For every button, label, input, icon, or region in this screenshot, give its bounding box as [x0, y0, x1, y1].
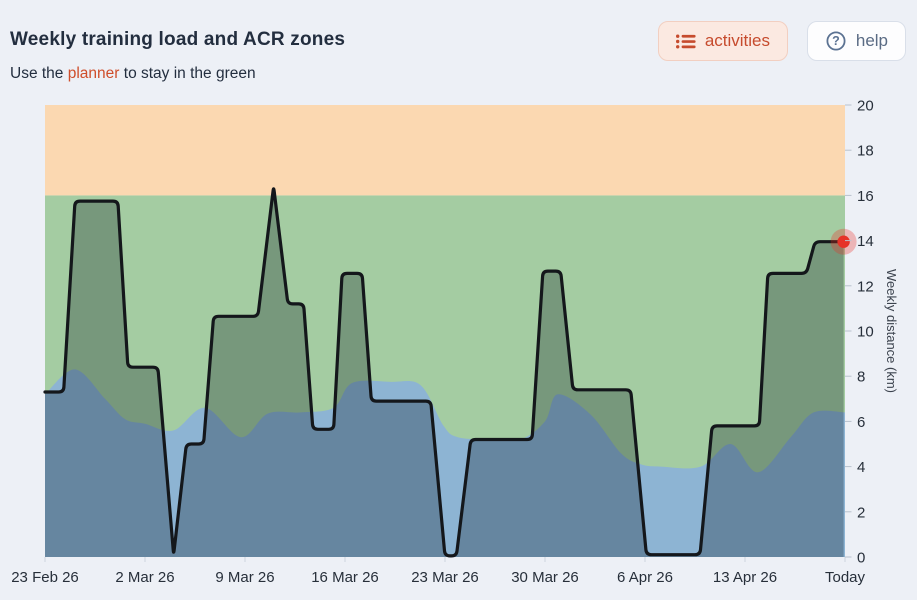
x-tick-label: 30 Mar 26	[511, 569, 579, 586]
zone-above-optimal	[45, 105, 845, 196]
y-tick-label: 12	[857, 278, 874, 295]
x-tick-label: 16 Mar 26	[311, 569, 379, 586]
help-button[interactable]: ? help	[806, 21, 906, 61]
subtitle-text-suffix: to stay in the green	[119, 65, 256, 82]
y-tick-label: 18	[857, 143, 874, 160]
x-tick-label: 23 Feb 26	[11, 569, 79, 586]
today-marker-dot	[837, 235, 850, 248]
y-tick-label: 0	[857, 550, 865, 567]
weekly-distance-line	[43, 187, 846, 558]
x-tick-label: 2 Mar 26	[115, 569, 174, 586]
x-tick-label: 13 Apr 26	[713, 569, 777, 586]
y-tick-label: 6	[857, 414, 865, 431]
y-tick-label: 14	[857, 233, 874, 250]
zone-below-optimal-area	[45, 369, 845, 557]
help-button-label: help	[855, 31, 888, 50]
y-tick-label: 16	[857, 188, 874, 205]
x-tick-label: Today	[825, 569, 866, 586]
y-tick-label: 8	[857, 369, 865, 386]
weekly-distance-under-fill	[45, 188, 844, 557]
list-icon	[675, 34, 696, 49]
activities-button[interactable]: activities	[657, 21, 788, 61]
y-tick-label: 2	[857, 504, 865, 521]
question-circle-icon: ?	[825, 30, 847, 52]
planner-link[interactable]: planner	[67, 65, 120, 82]
activities-button-label: activities	[704, 31, 770, 50]
svg-text:?: ?	[832, 34, 840, 48]
y-tick-label: 4	[857, 459, 865, 476]
page-title: Weekly training load and ACR zones	[10, 29, 346, 50]
y-tick-label: 20	[857, 98, 874, 115]
x-tick-label: 6 Apr 26	[617, 569, 673, 586]
y-tick-label: 10	[857, 324, 874, 341]
page-subtitle: Use the planner to stay in the green	[10, 65, 917, 83]
subtitle-text-prefix: Use the	[10, 65, 68, 82]
x-tick-label: 9 Mar 26	[215, 569, 274, 586]
page-header: Weekly training load and ACR zones Use t…	[0, 0, 917, 83]
y-axis-title: Weekly distance (km)	[884, 269, 899, 393]
x-tick-label: 23 Mar 26	[411, 569, 479, 586]
